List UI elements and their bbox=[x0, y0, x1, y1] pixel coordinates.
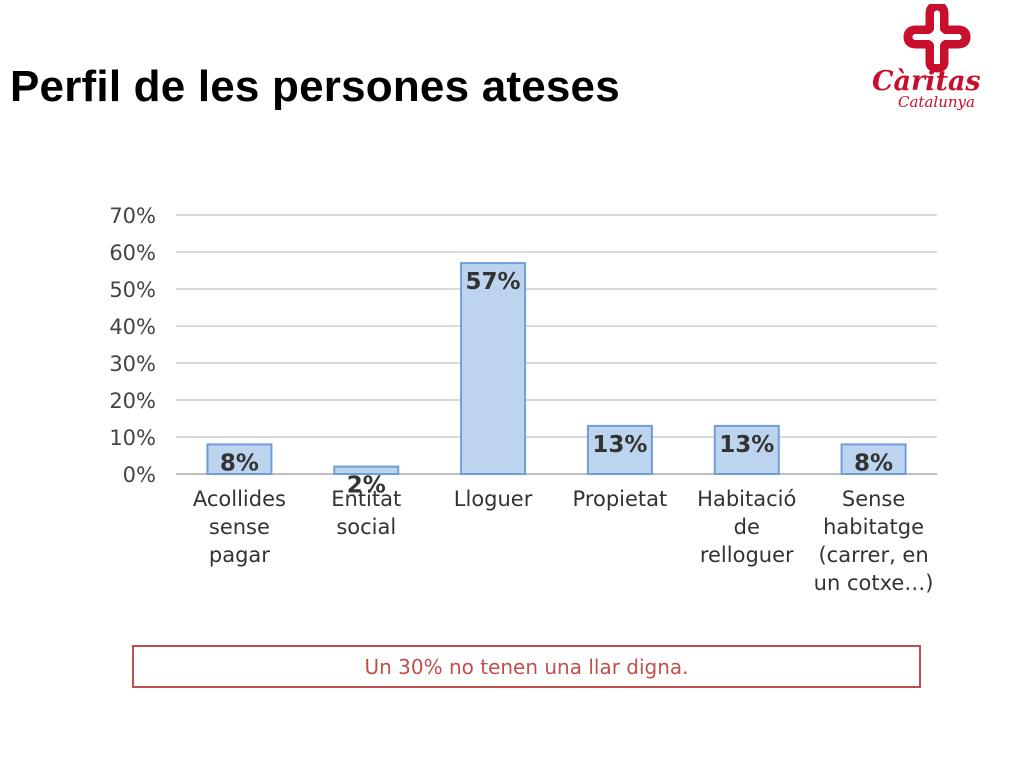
bar bbox=[586, 424, 653, 475]
bar bbox=[333, 465, 400, 476]
caritas-logo: Càritas Catalunya bbox=[862, 1, 1012, 122]
data-label: 2% bbox=[347, 473, 386, 499]
y-tick-label: 70% bbox=[109, 204, 156, 228]
data-label: 13% bbox=[592, 432, 647, 458]
x-tick-label: Habitació de relloguer bbox=[677, 485, 817, 569]
x-tick-label-line: sense bbox=[208, 515, 270, 539]
y-tick-label: 10% bbox=[109, 426, 156, 450]
x-tick-label-line: habitatge bbox=[823, 515, 925, 539]
x-tick-label-line: de bbox=[733, 515, 760, 539]
y-tick-label: 0% bbox=[123, 463, 156, 487]
y-tick-label: 60% bbox=[109, 241, 156, 265]
x-tick-label-line: un cotxe…) bbox=[813, 571, 934, 595]
bar-chart: 0% 10% 20% 30% 40% 50% 60% 70% 8% 2% 57% 13% 13% 8% bbox=[109, 204, 937, 499]
data-label: 8% bbox=[220, 450, 259, 476]
caritas-cross-icon bbox=[903, 1, 971, 73]
x-tick-label-line: Acollides bbox=[192, 487, 286, 511]
bar bbox=[713, 424, 780, 475]
x-tick-label-line: (carrer, en bbox=[818, 543, 929, 567]
x-tick-label-line: pagar bbox=[208, 543, 270, 567]
x-tick-label: Entitat social bbox=[296, 485, 436, 541]
y-tick-label: 30% bbox=[109, 352, 156, 376]
data-label: 57% bbox=[466, 269, 521, 295]
x-tick-label-line: Habitació bbox=[697, 487, 797, 511]
x-tick-label-line: Propietat bbox=[572, 487, 668, 511]
x-tick-label: Acollides sense pagar bbox=[169, 485, 309, 569]
data-label: 8% bbox=[854, 450, 893, 476]
x-tick-label-line: social bbox=[336, 515, 397, 539]
y-tick-label: 50% bbox=[109, 278, 156, 302]
x-tick-label: Propietat bbox=[550, 485, 690, 513]
note-box: Un 30% no tenen una llar digna. bbox=[132, 645, 921, 688]
logo-subtitle: Catalunya bbox=[898, 93, 975, 111]
x-tick-label: Lloguer bbox=[423, 485, 563, 513]
x-tick-label: Sense habitatge (carrer, en un cotxe…) bbox=[804, 485, 944, 597]
note-text: Un 30% no tenen una llar digna. bbox=[364, 654, 689, 679]
y-tick-label: 40% bbox=[109, 315, 156, 339]
slide-title: Perfil de les persones ateses bbox=[10, 62, 620, 111]
x-tick-label-line: relloguer bbox=[699, 543, 794, 567]
x-tick-label-line: Sense bbox=[841, 487, 906, 511]
y-tick-label: 20% bbox=[109, 389, 156, 413]
logo-wordmark: Càritas bbox=[872, 66, 981, 97]
x-tick-label-line: Lloguer bbox=[453, 487, 533, 511]
bar bbox=[840, 443, 907, 475]
data-label: 13% bbox=[719, 432, 774, 458]
x-tick-label-line: Entitat bbox=[331, 487, 402, 511]
bar bbox=[460, 262, 527, 475]
bar bbox=[206, 443, 273, 475]
